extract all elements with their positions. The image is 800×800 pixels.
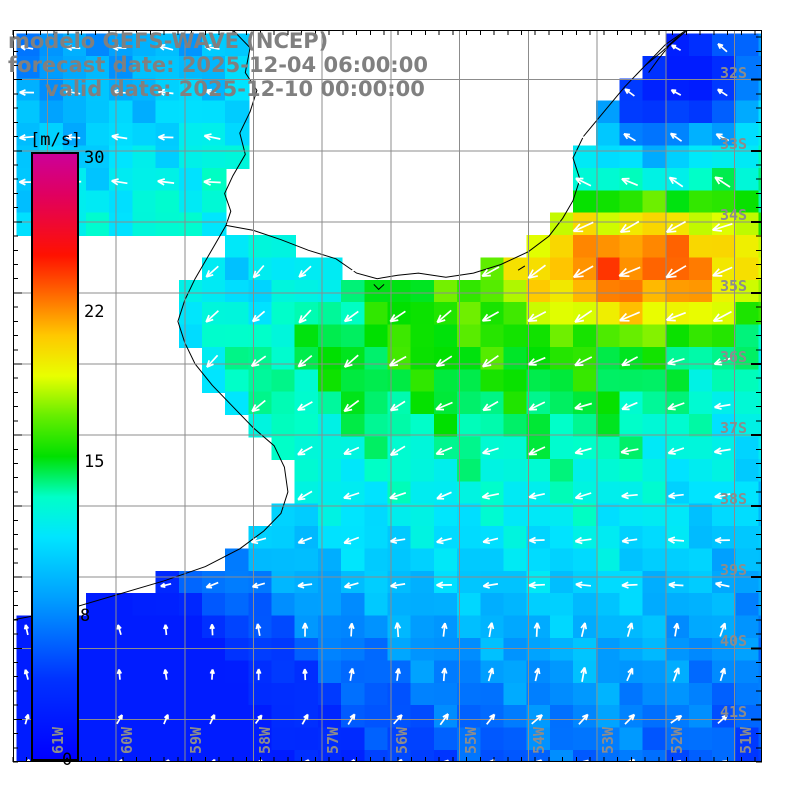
wind-speed-cells [16, 33, 762, 762]
lat-label-40S: 40S [720, 632, 748, 651]
lon-label-55W: 55W [461, 726, 480, 754]
colorbar[interactable] [31, 152, 79, 761]
colorbar-tick-15: 15 [84, 452, 105, 472]
lon-label-61W: 61W [49, 726, 68, 754]
lon-label-53W: 53W [599, 726, 618, 754]
lat-label-36S: 36S [720, 348, 748, 367]
lat-label-39S: 39S [720, 561, 748, 580]
colorbar-tick-8: 8 [80, 606, 91, 626]
colorbar-tick-30: 30 [84, 148, 105, 168]
lon-label-52W: 52W [667, 726, 686, 754]
lon-label-59W: 59W [186, 726, 205, 754]
lon-label-60W: 60W [118, 726, 137, 754]
colorbar-tick-0: 0 [62, 750, 73, 770]
lat-label-33S: 33S [720, 134, 748, 153]
lon-label-56W: 56W [392, 726, 411, 754]
lon-label-57W: 57W [324, 726, 343, 754]
lat-label-38S: 38S [720, 490, 748, 509]
colorbar-unit-label: [m/s] [30, 130, 82, 150]
lon-label-54W: 54W [530, 726, 549, 754]
lon-label-51W: 51W [736, 726, 755, 754]
lat-label-41S: 41S [720, 703, 748, 722]
colorbar-gradient [33, 154, 77, 759]
lat-lon-gridlines [13, 30, 762, 762]
lat-label-37S: 37S [720, 419, 748, 438]
lon-label-58W: 58W [255, 726, 274, 754]
lat-label-35S: 35S [720, 276, 748, 295]
lat-label-34S: 34S [720, 205, 748, 224]
colorbar-tick-22: 22 [84, 302, 105, 322]
lat-label-32S: 32S [720, 63, 748, 82]
wind-direction-arrows [18, 42, 733, 762]
